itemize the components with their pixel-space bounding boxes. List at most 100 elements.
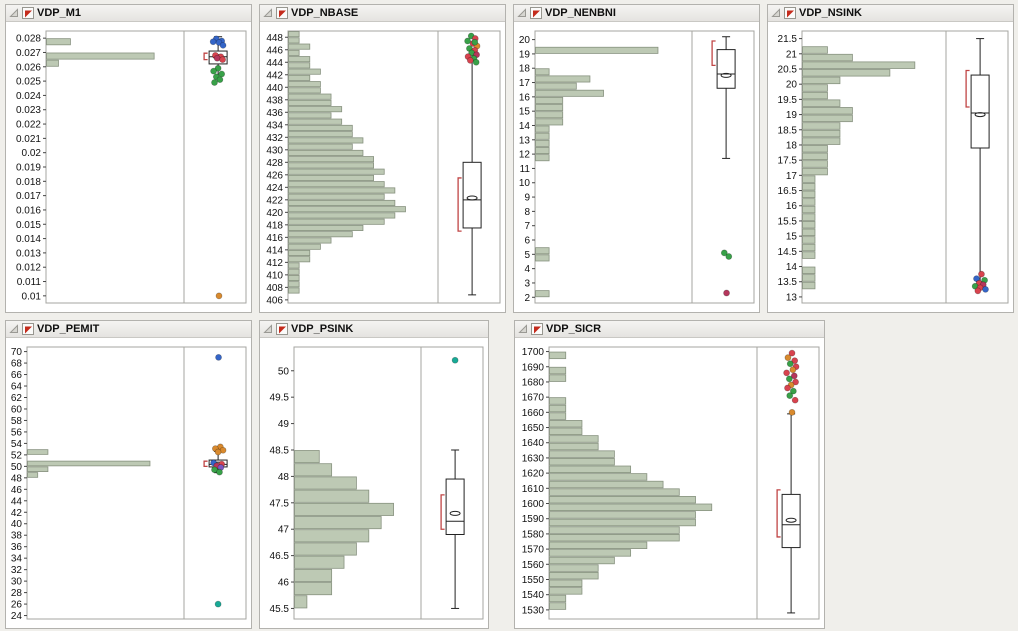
svg-text:426: 426 xyxy=(266,170,283,181)
svg-text:6: 6 xyxy=(524,236,530,247)
disclosure-triangle-icon[interactable] xyxy=(771,8,781,18)
svg-text:14: 14 xyxy=(786,262,798,273)
disclosure-triangle-icon[interactable] xyxy=(263,324,273,334)
svg-text:0.027: 0.027 xyxy=(16,48,41,59)
red-triangle-menu-icon[interactable] xyxy=(22,7,34,19)
svg-text:15: 15 xyxy=(786,232,798,243)
distribution-plot[interactable]: 20 19 18 17 16 15 14 13 12 11 10 9 8 7 6 5 4 3 2 xyxy=(514,22,759,312)
svg-text:47: 47 xyxy=(278,525,290,536)
svg-text:30: 30 xyxy=(11,577,23,588)
disclosure-triangle-icon[interactable] xyxy=(9,324,19,334)
svg-text:0.02: 0.02 xyxy=(22,148,42,159)
red-triangle-menu-icon[interactable] xyxy=(531,323,543,335)
svg-text:44: 44 xyxy=(11,496,23,507)
svg-text:70: 70 xyxy=(11,347,23,358)
svg-text:0.022: 0.022 xyxy=(16,120,41,131)
svg-text:0.019: 0.019 xyxy=(16,163,41,174)
svg-text:46: 46 xyxy=(278,578,290,589)
svg-text:0.016: 0.016 xyxy=(16,205,41,216)
distribution-plot[interactable]: 21.5 21 20.5 20 19.5 19 18.5 18 17.5 17 16.5 16 15.5… xyxy=(768,22,1013,312)
red-triangle-menu-icon[interactable] xyxy=(22,323,34,335)
disclosure-triangle-icon[interactable] xyxy=(263,8,273,18)
svg-text:20.5: 20.5 xyxy=(778,64,798,75)
svg-text:56: 56 xyxy=(11,427,23,438)
svg-text:14: 14 xyxy=(519,121,531,132)
svg-text:20: 20 xyxy=(519,35,531,46)
svg-text:12: 12 xyxy=(519,150,531,161)
distribution-panel-vdp-nsink: VDP_NSINK 21.5 21 20.5 20 19.5 19 18.5 18 17.5 17… xyxy=(767,4,1014,313)
svg-text:1630: 1630 xyxy=(522,453,545,464)
distribution-plot[interactable]: 0.028 0.027 0.026 0.025 0.024 0.023 0.022 0.021… xyxy=(6,22,251,312)
svg-text:412: 412 xyxy=(266,258,283,269)
disclosure-triangle-icon[interactable] xyxy=(517,8,527,18)
svg-text:1700: 1700 xyxy=(522,347,545,358)
svg-text:60: 60 xyxy=(11,404,23,415)
red-triangle-menu-icon[interactable] xyxy=(530,7,542,19)
svg-text:7: 7 xyxy=(524,221,530,232)
svg-text:8: 8 xyxy=(524,207,530,218)
svg-text:1530: 1530 xyxy=(522,605,545,616)
svg-text:45.5: 45.5 xyxy=(270,604,290,615)
svg-text:432: 432 xyxy=(266,133,283,144)
panel-title: VDP_NENBNI xyxy=(545,6,616,19)
panel-header: VDP_NBASE xyxy=(260,5,505,22)
panel-header: VDP_NSINK xyxy=(768,5,1013,22)
svg-text:442: 442 xyxy=(266,70,283,81)
svg-text:1660: 1660 xyxy=(522,408,545,419)
svg-text:1650: 1650 xyxy=(522,423,545,434)
svg-text:48: 48 xyxy=(278,472,290,483)
svg-text:26: 26 xyxy=(11,600,23,611)
distribution-panel-vdp-nbase: VDP_NBASE 448 446 444 442 440 438 436 434 432 430… xyxy=(259,4,506,313)
svg-text:66: 66 xyxy=(11,370,23,381)
svg-text:16: 16 xyxy=(786,201,798,212)
svg-text:2: 2 xyxy=(524,293,530,304)
svg-text:0.023: 0.023 xyxy=(16,105,41,116)
svg-text:18: 18 xyxy=(786,140,798,151)
red-triangle-menu-icon[interactable] xyxy=(276,323,288,335)
svg-text:40: 40 xyxy=(11,519,23,530)
panel-title: VDP_SICR xyxy=(546,322,602,335)
svg-text:444: 444 xyxy=(266,58,283,69)
red-triangle-menu-icon[interactable] xyxy=(784,7,796,19)
svg-text:0.028: 0.028 xyxy=(16,34,41,45)
svg-text:1570: 1570 xyxy=(522,545,545,556)
svg-text:4: 4 xyxy=(524,264,530,275)
panel-title: VDP_NSINK xyxy=(799,6,862,19)
svg-text:42: 42 xyxy=(11,508,23,519)
svg-text:16.5: 16.5 xyxy=(778,186,798,197)
svg-text:0.01: 0.01 xyxy=(22,291,42,302)
svg-text:420: 420 xyxy=(266,208,283,219)
svg-text:0.013: 0.013 xyxy=(16,248,41,259)
svg-text:20: 20 xyxy=(786,80,798,91)
svg-text:48.5: 48.5 xyxy=(270,445,290,456)
svg-text:50: 50 xyxy=(11,462,23,473)
svg-text:64: 64 xyxy=(11,382,23,393)
svg-text:19: 19 xyxy=(519,49,531,60)
svg-text:46.5: 46.5 xyxy=(270,551,290,562)
svg-text:436: 436 xyxy=(266,108,283,119)
svg-text:17: 17 xyxy=(519,78,531,89)
svg-text:15.5: 15.5 xyxy=(778,216,798,227)
red-triangle-menu-icon[interactable] xyxy=(276,7,288,19)
svg-text:434: 434 xyxy=(266,120,283,131)
svg-text:47.5: 47.5 xyxy=(270,498,290,509)
distribution-plot[interactable]: 1700 1690 1680 1670 1660 1650 1640 1630 1620 1610… xyxy=(515,338,824,628)
disclosure-triangle-icon[interactable] xyxy=(518,324,528,334)
svg-text:410: 410 xyxy=(266,270,283,281)
panel-header: VDP_PSINK xyxy=(260,321,488,338)
svg-text:448: 448 xyxy=(266,33,283,44)
svg-text:0.024: 0.024 xyxy=(16,91,41,102)
svg-text:36: 36 xyxy=(11,542,23,553)
svg-text:422: 422 xyxy=(266,195,283,206)
distribution-panel-vdp-sicr: VDP_SICR 1700 1690 1680 1670 1660 1650 1640 163… xyxy=(514,320,825,629)
svg-text:16: 16 xyxy=(519,92,531,103)
distribution-plot[interactable]: 7068666462605856545250484644424038363432… xyxy=(6,338,251,628)
distribution-plot[interactable]: 50 49.5 49 48.5 48 47.5 47 46.5 46 45.5 xyxy=(260,338,488,628)
distribution-panel-vdp-m1: VDP_M1 0.028 0.027 0.026 0.025 0.024 0.023 0.0… xyxy=(5,4,252,313)
svg-text:13.5: 13.5 xyxy=(778,277,798,288)
svg-text:414: 414 xyxy=(266,245,283,256)
distribution-plot[interactable]: 4484464444424404384364344324304284264244… xyxy=(260,22,505,312)
disclosure-triangle-icon[interactable] xyxy=(9,8,19,18)
svg-text:28: 28 xyxy=(11,588,23,599)
